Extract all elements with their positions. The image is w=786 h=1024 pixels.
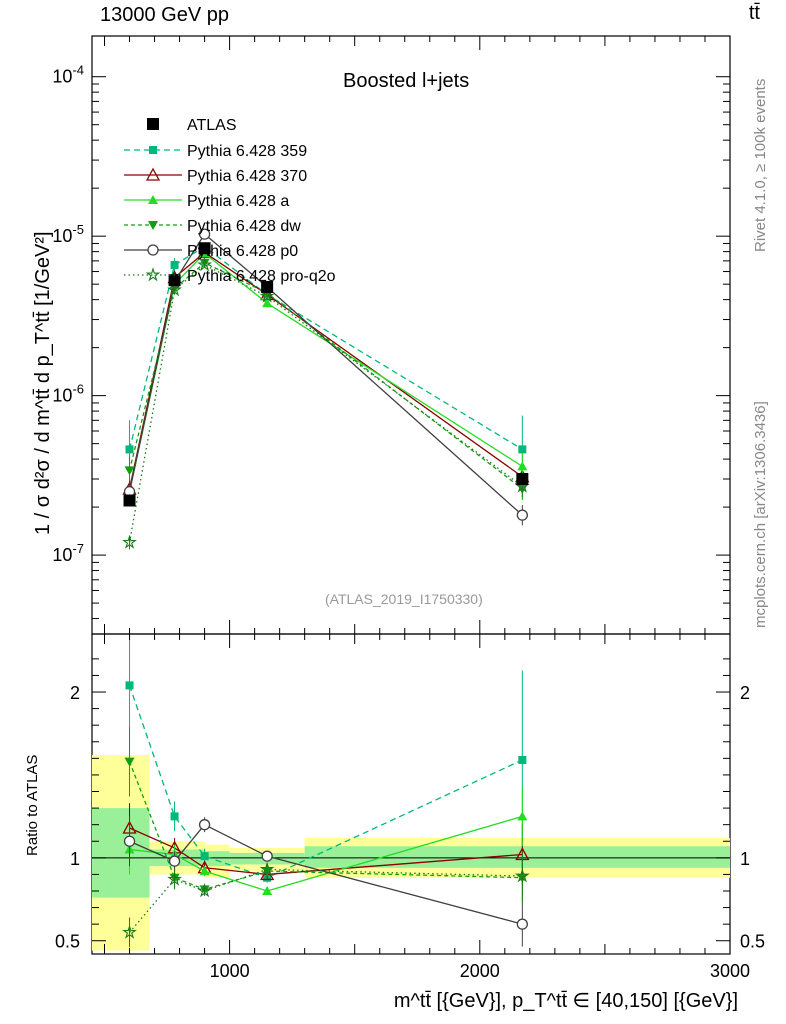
ratio-plot-frame <box>91 633 731 955</box>
series-line <box>128 252 523 492</box>
marker-circle <box>123 835 136 847</box>
marker-square <box>200 852 209 861</box>
marker-triangle <box>517 461 528 471</box>
ratio-tick-label: 0.5 <box>55 932 80 952</box>
marker-square <box>123 494 136 507</box>
marker-star <box>197 883 213 898</box>
source-label: mcplots.cern.ch [arXiv:1306.3436] <box>752 401 769 628</box>
marker-triangle-down <box>148 221 158 230</box>
legend-item-pproq2o: Pythia 6.428 pro-q2o <box>124 267 336 285</box>
marker-square <box>147 118 159 130</box>
marker-triangle <box>148 195 158 204</box>
chart-title: Boosted l+jets <box>343 70 470 92</box>
series-pproq2o <box>122 257 530 550</box>
ratio-series-pp0 <box>123 816 528 947</box>
series-pdw <box>124 258 528 501</box>
legend-label: Pythia 6.428 370 <box>187 168 307 185</box>
x-axis-label: m^tt̄ [{GeV}], p_T^tt̄ ∈ [40,150] [{GeV}… <box>393 990 738 1012</box>
band-green <box>204 851 230 867</box>
collision-label: 13000 GeV pp <box>100 4 229 26</box>
marker-star <box>259 288 275 303</box>
marker-circle <box>516 509 528 521</box>
marker-square <box>149 146 157 154</box>
x-tick-label: 3000 <box>710 961 750 981</box>
marker-triangle-down <box>124 466 135 476</box>
marker-square <box>125 445 134 454</box>
marker-circle <box>516 918 528 930</box>
marker-square <box>198 242 211 255</box>
series-atlas <box>123 242 529 507</box>
ratio-line <box>128 685 523 879</box>
ratio-tick-label: 0.5 <box>740 932 765 952</box>
marker-triangle-down <box>124 757 135 767</box>
legend-item-pdw: Pythia 6.428 dw <box>124 218 301 235</box>
band-green <box>92 808 150 898</box>
x-tick-label: 1000 <box>210 961 250 981</box>
marker-circle <box>168 855 181 867</box>
y-tick-label: 10-5 <box>52 222 84 246</box>
marker-square <box>170 260 179 269</box>
ratio-tick-label: 1 <box>740 849 750 869</box>
analysis-id: (ATLAS_2019_I1750330) <box>325 591 483 607</box>
y-tick-label: 10-4 <box>52 63 84 87</box>
ratio-tick-label: 2 <box>70 683 80 703</box>
ratio-series <box>122 634 530 948</box>
marker-square <box>168 274 181 287</box>
series-pa <box>124 248 528 503</box>
rivet-version: Rivet 4.1.0, ≥ 100k events <box>752 78 769 252</box>
series-line <box>128 262 523 490</box>
marker-star <box>145 267 161 282</box>
ratio-tick-label: 2 <box>740 683 750 703</box>
legend-label: Pythia 6.428 dw <box>187 218 301 235</box>
x-tick-label: 2000 <box>460 961 500 981</box>
marker-triangle <box>262 885 273 895</box>
marker-star <box>167 871 183 886</box>
marker-circle <box>198 228 211 240</box>
marker-circle <box>147 244 159 256</box>
marker-star <box>167 282 183 297</box>
marker-square <box>125 681 134 690</box>
marker-star <box>122 924 137 939</box>
legend-item-p359: Pythia 6.428 359 <box>124 143 307 160</box>
legend-label: Pythia 6.428 p0 <box>187 243 298 260</box>
legend-label: Pythia 6.428 pro-q2o <box>187 268 336 285</box>
legend-item-atlas: ATLAS <box>147 117 237 134</box>
marker-star <box>197 257 213 272</box>
legend: ATLAS Pythia 6.428 359 Pythia 6.428 370 Pyt… <box>124 117 336 285</box>
y-tick-label: 10-6 <box>52 382 84 406</box>
legend-label: Pythia 6.428 359 <box>187 143 307 160</box>
y-axis-label-main: 1 / σ d²σ / d m^tt̄ d p_T^tt̄ [1/GeV²] <box>32 231 54 535</box>
marker-star <box>122 534 137 549</box>
marker-circle <box>261 850 273 862</box>
marker-circle <box>198 819 211 831</box>
main-series <box>122 228 530 550</box>
marker-square <box>170 812 179 821</box>
process-label: tt̄ <box>748 2 760 24</box>
marker-star <box>259 861 275 876</box>
ratio-tick-label: 1 <box>70 849 80 869</box>
marker-square <box>518 445 527 454</box>
y-axis-label-ratio: Ratio to ATLAS <box>24 754 41 856</box>
y-tick-label: 10-7 <box>52 541 84 565</box>
marker-triangle <box>262 298 273 308</box>
marker-triangle <box>199 866 210 876</box>
ratio-line <box>129 868 523 933</box>
axes: 1000 2000 3000 10-7 10-6 10-5 10-4 0.5 0.5 1 1 2 2 <box>52 36 765 981</box>
marker-square <box>518 756 527 765</box>
marker-square <box>516 473 529 486</box>
legend-label: Pythia 6.428 a <box>187 193 289 210</box>
series-line <box>128 251 523 490</box>
marker-star <box>514 868 530 883</box>
marker-triangle-open <box>145 167 161 181</box>
marker-triangle <box>517 811 528 821</box>
legend-item-p370: Pythia 6.428 370 <box>124 167 307 185</box>
uncertainty-bands <box>92 755 730 951</box>
legend-item-pp0: Pythia 6.428 p0 <box>124 243 298 260</box>
legend-label: ATLAS <box>187 117 237 134</box>
marker-square <box>261 280 274 293</box>
series-line <box>128 264 523 543</box>
legend-item-pa: Pythia 6.428 a <box>124 193 289 210</box>
ratio-series-pproq2o <box>122 851 530 948</box>
